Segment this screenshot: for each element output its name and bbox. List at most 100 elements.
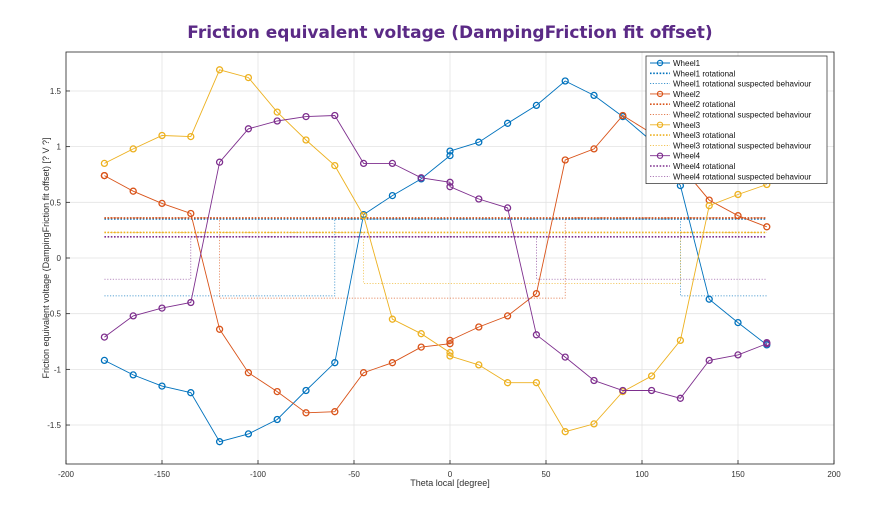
series-line bbox=[104, 236, 767, 280]
x-tick-label: 200 bbox=[827, 470, 841, 479]
data-point bbox=[187, 298, 195, 307]
data-point bbox=[129, 145, 137, 153]
data-point bbox=[417, 330, 425, 338]
data-point bbox=[734, 212, 742, 220]
y-tick-label: 0.5 bbox=[50, 198, 62, 207]
legend-entry: Wheel4 bbox=[650, 152, 701, 161]
data-point bbox=[475, 138, 483, 146]
data-point bbox=[302, 112, 310, 121]
grid bbox=[65, 52, 835, 464]
series-wheel4 bbox=[100, 111, 771, 402]
data-point bbox=[561, 428, 569, 436]
data-point bbox=[244, 430, 253, 438]
legend-marker bbox=[656, 59, 664, 67]
chart-title: Friction equivalent voltage (DampingFric… bbox=[187, 23, 712, 43]
legend-label: Wheel1 rotational suspected behaviour bbox=[673, 80, 812, 89]
data-point bbox=[446, 183, 454, 191]
legend-marker bbox=[656, 90, 664, 98]
legend-label: Wheel2 bbox=[673, 90, 701, 99]
data-point bbox=[446, 151, 454, 160]
data-point bbox=[100, 171, 109, 180]
legend-label: Wheel3 rotational bbox=[673, 131, 735, 140]
data-point bbox=[273, 387, 281, 396]
data-point bbox=[187, 132, 195, 141]
data-point bbox=[532, 379, 541, 387]
x-tick-label: 100 bbox=[635, 470, 649, 479]
legend-entry: Wheel1 rotational suspected behaviour bbox=[650, 80, 812, 89]
data-point bbox=[417, 343, 425, 351]
data-point bbox=[244, 369, 253, 377]
data-point bbox=[129, 312, 137, 320]
x-tick-label: 150 bbox=[731, 470, 745, 479]
data-point bbox=[215, 325, 224, 333]
data-point bbox=[331, 111, 339, 120]
data-point bbox=[388, 159, 397, 168]
legend-entry: Wheel1 bbox=[650, 59, 701, 68]
data-point bbox=[734, 190, 742, 199]
series-wheel3 bbox=[100, 66, 771, 436]
data-point bbox=[734, 351, 742, 359]
data-point bbox=[532, 331, 541, 339]
data-point bbox=[388, 359, 397, 367]
data-point bbox=[417, 174, 425, 182]
data-point bbox=[331, 408, 339, 416]
legend-entry: Wheel2 rotational suspected behaviour bbox=[650, 111, 812, 120]
data-point bbox=[503, 119, 512, 127]
data-point bbox=[503, 204, 512, 212]
legend-label: Wheel4 rotational bbox=[673, 162, 735, 171]
legend-entry: Wheel3 bbox=[650, 121, 701, 130]
legend-entry: Wheel2 rotational bbox=[650, 100, 735, 109]
data-point bbox=[331, 359, 339, 367]
data-point bbox=[532, 101, 541, 110]
data-point bbox=[763, 338, 771, 347]
legend-entry: Wheel4 rotational suspected behaviour bbox=[650, 172, 812, 181]
data-point bbox=[446, 348, 454, 357]
data-point bbox=[359, 369, 368, 377]
legend-box bbox=[645, 55, 828, 184]
data-point bbox=[676, 336, 685, 345]
y-axis-label: Friction equivalent voltage (DampingFric… bbox=[41, 138, 51, 379]
y-tick-label: 1.5 bbox=[50, 87, 62, 96]
series-wheel1 bbox=[100, 77, 771, 446]
data-point bbox=[158, 131, 166, 140]
x-tick-label: -200 bbox=[58, 470, 75, 479]
x-tick-label: 0 bbox=[448, 470, 453, 479]
data-point bbox=[590, 145, 598, 153]
data-point bbox=[532, 289, 541, 298]
data-point bbox=[100, 356, 109, 365]
data-point bbox=[215, 158, 224, 166]
legend-label: Wheel1 bbox=[673, 59, 701, 68]
series-wheel1-rotational-suspected-behaviour bbox=[104, 218, 767, 297]
legend-marker bbox=[656, 121, 664, 129]
data-point bbox=[475, 323, 483, 331]
data-point bbox=[158, 199, 166, 208]
data-point bbox=[158, 382, 166, 390]
series-wheel4-rotational-suspected-behaviour bbox=[104, 236, 767, 280]
legend-entry: Wheel3 rotational suspected behaviour bbox=[650, 141, 812, 150]
data-point bbox=[100, 159, 109, 168]
data-point bbox=[388, 191, 397, 200]
data-point bbox=[705, 202, 713, 210]
data-point bbox=[388, 315, 397, 323]
x-tick-label: -150 bbox=[154, 470, 171, 479]
data-point bbox=[273, 108, 281, 116]
legend-label: Wheel4 bbox=[673, 152, 701, 161]
data-point bbox=[359, 159, 368, 168]
series-line bbox=[104, 115, 768, 399]
x-tick-label: -100 bbox=[250, 470, 267, 479]
legend-label: Wheel1 rotational bbox=[673, 69, 735, 78]
legend-label: Wheel2 rotational suspected behaviour bbox=[673, 111, 812, 120]
data-point bbox=[503, 312, 512, 320]
data-point bbox=[446, 147, 454, 155]
data-point bbox=[100, 333, 109, 341]
data-point bbox=[763, 223, 771, 231]
data-point bbox=[446, 340, 454, 348]
legend-label: Wheel3 rotational suspected behaviour bbox=[673, 141, 812, 150]
data-point bbox=[619, 386, 627, 395]
data-point bbox=[129, 371, 137, 379]
data-point bbox=[215, 66, 224, 74]
data-point bbox=[331, 161, 339, 170]
data-point bbox=[302, 386, 310, 395]
legend-entry: Wheel2 bbox=[650, 90, 701, 99]
data-point bbox=[705, 295, 713, 303]
